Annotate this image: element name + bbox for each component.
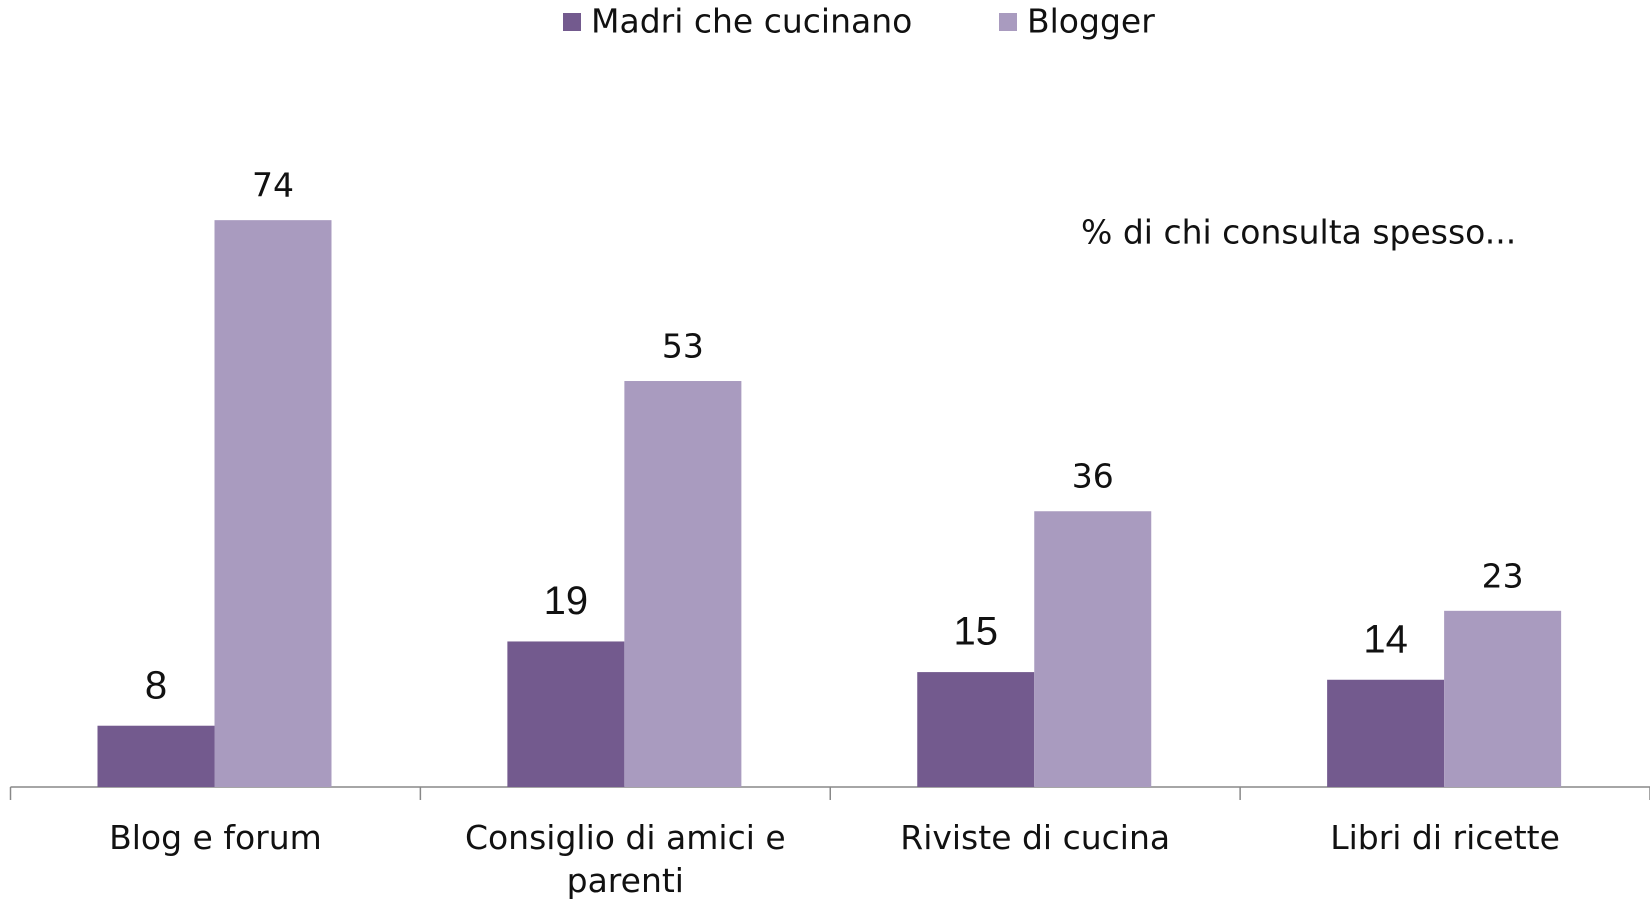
data-label: 23 — [1482, 556, 1524, 595]
bar — [1034, 511, 1152, 787]
legend-label: Blogger — [1027, 2, 1155, 41]
x-tick-label: Consiglio di amici e parenti — [464, 818, 786, 900]
bar — [214, 220, 332, 787]
legend-swatch — [999, 13, 1017, 31]
data-label: 8 — [145, 663, 167, 707]
legend-swatch — [563, 13, 581, 31]
legend-label: Madri che cucinano — [591, 2, 912, 41]
bar — [1327, 679, 1445, 787]
data-label: 19 — [544, 579, 589, 623]
x-tick-label: Riviste di cucina — [900, 818, 1171, 857]
data-label: 53 — [662, 327, 704, 366]
x-tick-label: Libri di ricette — [1330, 818, 1560, 857]
data-label: 74 — [252, 166, 294, 205]
x-tick-label: Blog e forum — [109, 818, 322, 857]
annotation: % di chi consulta spesso... — [1081, 213, 1516, 252]
bar — [624, 381, 742, 787]
bar — [97, 725, 215, 787]
data-label: 14 — [1363, 617, 1408, 661]
bar — [507, 641, 625, 787]
bar — [917, 672, 1035, 787]
bar — [1444, 610, 1562, 787]
data-label: 15 — [954, 610, 999, 654]
data-label: 36 — [1072, 457, 1114, 496]
